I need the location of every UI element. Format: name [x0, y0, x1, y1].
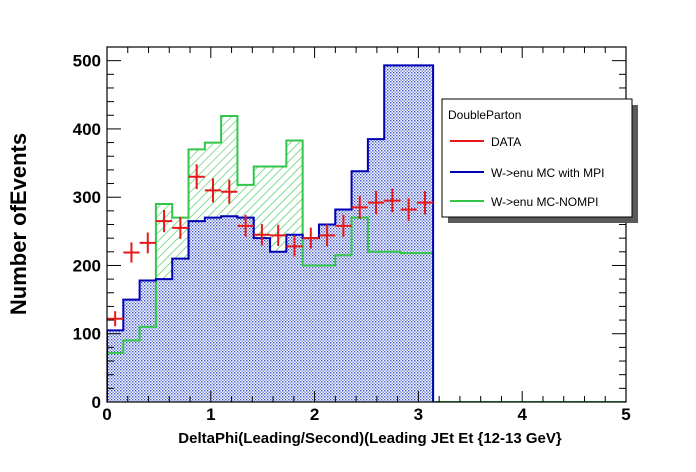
mc-overlap-fill: [139, 326, 156, 402]
data-layer: [107, 64, 626, 402]
mc-overlap-fill: [155, 279, 173, 402]
mc-overlap-fill: [351, 217, 368, 402]
x-tick-label: 0: [102, 405, 111, 424]
y-tick-label: 400: [73, 120, 101, 139]
mc-overlap-fill: [221, 216, 238, 402]
y-tick-label: 0: [92, 393, 101, 412]
mc-overlap-fill: [188, 221, 205, 402]
mc-overlap-fill: [270, 251, 287, 402]
legend-entry-nompi: W->enu MC-NOMPI: [491, 195, 598, 209]
mpi-excess-fill: [416, 65, 434, 254]
nompi-excess-fill: [253, 166, 271, 239]
x-tick-label: 1: [206, 405, 215, 424]
y-tick-label: 500: [73, 52, 101, 71]
nompi-excess-fill: [155, 204, 173, 280]
mpi-excess-fill: [384, 65, 401, 252]
legend: DoubleParton DATA W->enu MC with MPI W->…: [441, 98, 638, 223]
legend-title: DoubleParton: [448, 108, 521, 122]
mc-overlap-fill: [123, 340, 140, 402]
mc-overlap-fill: [416, 253, 434, 402]
legend-entry-data: DATA: [491, 135, 521, 149]
x-axis-label: DeltaPhi(Leading/Second)(Leading JEt Et …: [178, 430, 562, 447]
mc-overlap-fill: [318, 265, 336, 402]
y-tick-label: 200: [73, 256, 101, 275]
mpi-excess-fill: [351, 171, 368, 218]
mc-overlap-fill: [107, 352, 124, 402]
legend-entry-mpi: W->enu MC with MPI: [491, 166, 604, 180]
mc-overlap-fill: [172, 258, 189, 402]
x-tick-label: 2: [310, 405, 319, 424]
x-tick-label: 5: [621, 405, 630, 424]
mpi-excess-fill: [302, 238, 319, 266]
mc-overlap-fill: [400, 253, 417, 402]
mpi-excess-fill: [123, 299, 140, 341]
mc-overlap-fill: [367, 251, 385, 402]
nompi-excess-fill: [270, 166, 287, 252]
mpi-excess-fill: [139, 280, 156, 327]
nompi-excess-fill: [237, 184, 254, 218]
nompi-histogram-line: [107, 114, 626, 402]
mc-overlap-fill: [253, 238, 271, 402]
mpi-excess-fill: [400, 65, 417, 254]
y-tick-label: 100: [73, 325, 101, 344]
mc-overlap-fill: [335, 255, 352, 402]
mc-overlap-fill: [286, 234, 303, 402]
axes-layer: 0 1 2 3 4 5 0 100 200 300 400 500: [73, 46, 631, 424]
mc-overlap-fill: [302, 265, 319, 402]
x-tick-label: 4: [517, 405, 527, 424]
x-tick-label: 3: [414, 405, 423, 424]
mc-overlap-fill: [384, 251, 401, 402]
nompi-excess-fill: [286, 140, 303, 235]
legend-box: [441, 98, 633, 218]
mc-overlap-fill: [237, 217, 254, 402]
y-tick-label: 300: [73, 188, 101, 207]
mc-overlap-fill: [204, 217, 222, 402]
y-axis-label: Number ofEvents: [6, 133, 31, 315]
